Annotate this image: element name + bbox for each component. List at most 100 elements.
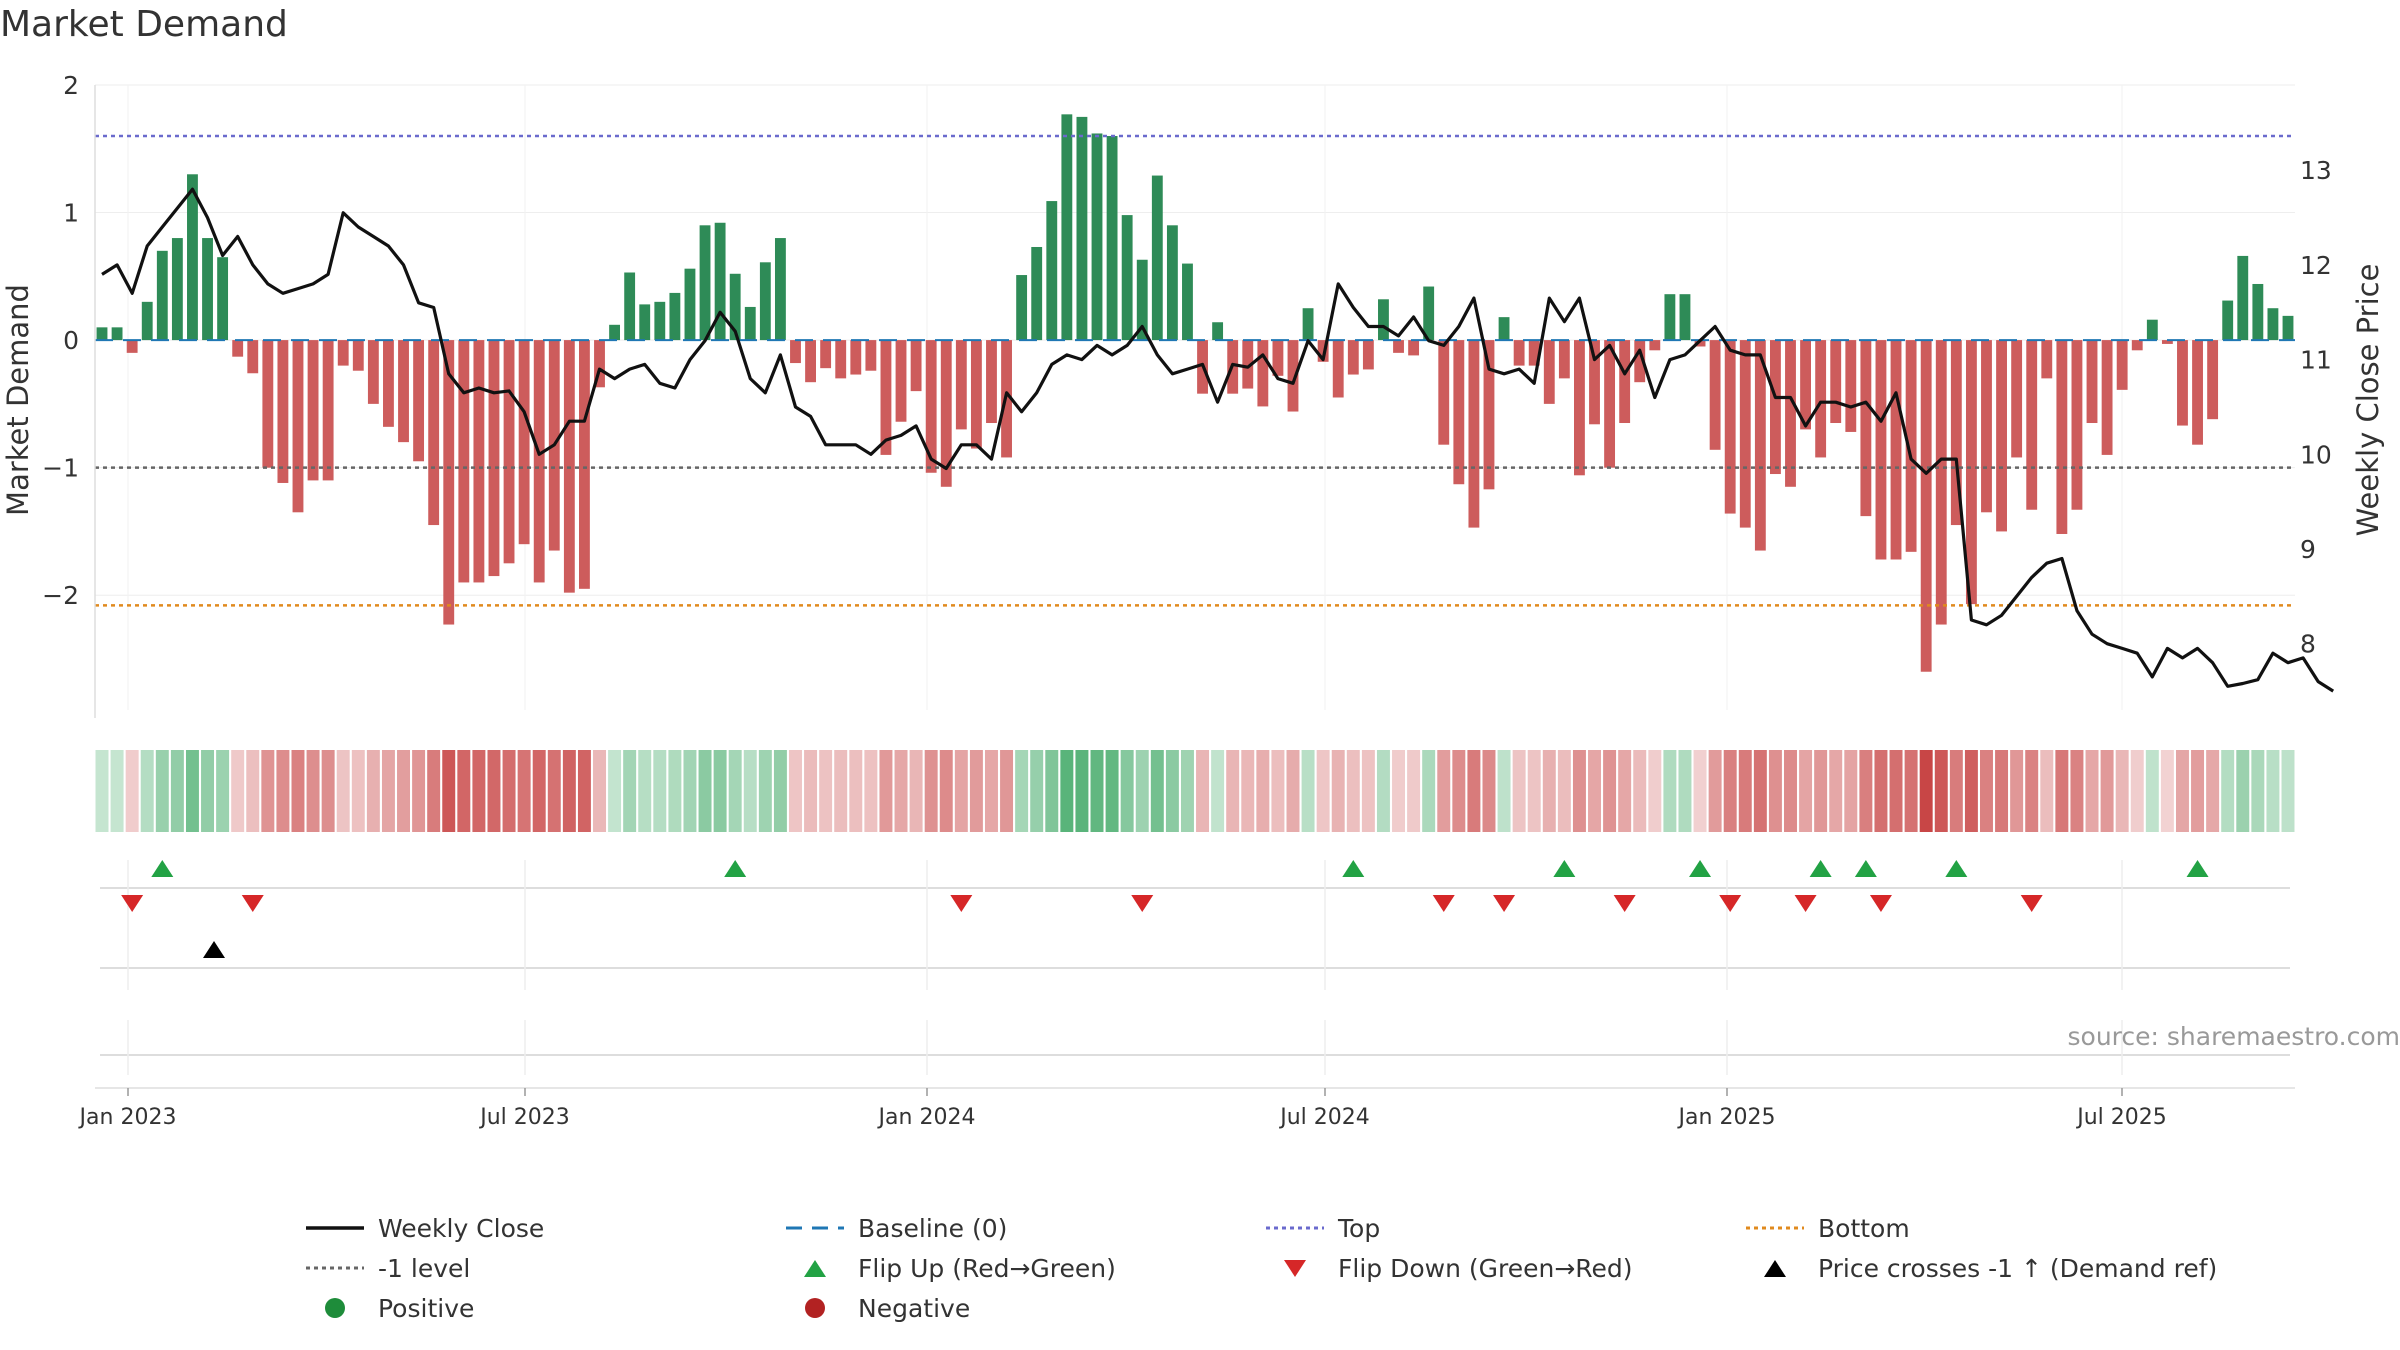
positive-bar bbox=[1378, 299, 1389, 341]
negative-bar bbox=[850, 340, 862, 375]
negative-bar bbox=[1724, 340, 1736, 514]
negative-bar bbox=[428, 340, 440, 526]
heat-cell bbox=[1859, 750, 1873, 832]
heat-cell bbox=[984, 750, 998, 832]
heat-cell bbox=[170, 750, 184, 832]
heat-cell bbox=[201, 750, 215, 832]
heat-cell bbox=[1301, 750, 1315, 832]
heat-cell bbox=[2281, 750, 2295, 832]
negative-bar bbox=[1332, 340, 1344, 398]
negative-bar bbox=[1965, 340, 1977, 605]
flip-up-marker bbox=[724, 860, 747, 877]
legend-label: Bottom bbox=[1818, 1213, 1910, 1243]
negative-bar bbox=[413, 340, 425, 462]
legend-item: Flip Down (Green→Red) bbox=[1260, 1250, 1740, 1286]
negative-bar bbox=[1483, 340, 1495, 490]
flip-up-marker bbox=[151, 860, 174, 877]
negative-bar bbox=[1800, 340, 1811, 430]
heat-cell bbox=[864, 750, 878, 832]
heat-cell bbox=[1000, 750, 1014, 832]
negative-bar bbox=[518, 340, 530, 545]
heat-cell bbox=[1376, 750, 1390, 832]
positive-bar bbox=[187, 174, 198, 341]
positive-bar bbox=[1061, 114, 1073, 341]
heat-cell bbox=[894, 750, 908, 832]
heat-cell bbox=[1572, 750, 1586, 832]
negative-bar bbox=[352, 340, 364, 371]
negative-bar bbox=[443, 340, 455, 625]
right-tick-label: 10 bbox=[2300, 440, 2332, 469]
x-tick-label: Jan 2025 bbox=[1677, 1105, 1776, 1130]
heat-cell bbox=[1211, 750, 1225, 832]
heat-cell bbox=[2251, 750, 2265, 832]
negative-bar bbox=[1574, 340, 1585, 476]
negative-bar bbox=[1408, 340, 1420, 356]
negative-bar bbox=[1905, 340, 1917, 552]
heat-cell bbox=[306, 750, 320, 832]
heat-cell bbox=[1060, 750, 1074, 832]
positive-bar bbox=[1151, 175, 1163, 341]
positive-bar bbox=[654, 301, 666, 341]
negative-bar bbox=[473, 340, 485, 583]
legend: Weekly Close Baseline (0) Top Bottom -1 leve… bbox=[300, 1210, 2260, 1326]
heat-cell bbox=[487, 750, 501, 832]
heat-cell bbox=[1090, 750, 1104, 832]
right-axis-label: Weekly Close Price bbox=[2351, 264, 2385, 537]
legend-item: Baseline (0) bbox=[780, 1210, 1260, 1246]
heat-cell bbox=[291, 750, 305, 832]
negative-bar bbox=[1393, 340, 1404, 353]
flip-down-marker bbox=[1719, 895, 1742, 912]
negative-bar bbox=[1272, 340, 1284, 376]
heat-cell bbox=[1889, 750, 1903, 832]
heat-cell bbox=[1497, 750, 1511, 832]
negative-bar bbox=[1830, 340, 1842, 424]
negative-bar bbox=[1453, 340, 1465, 485]
negative-bar bbox=[910, 340, 922, 392]
negative-bar bbox=[925, 340, 937, 473]
heat-cell bbox=[276, 750, 290, 832]
heat-cell bbox=[562, 750, 576, 832]
legend-symbol bbox=[804, 1260, 826, 1277]
heat-cell bbox=[789, 750, 802, 832]
heat-cell bbox=[849, 750, 863, 832]
negative-bar bbox=[126, 340, 138, 353]
negative-bar bbox=[2026, 340, 2038, 510]
negative-bar bbox=[790, 340, 801, 364]
heat-cell bbox=[1768, 750, 1782, 832]
dot-swatch bbox=[325, 1298, 345, 1318]
legend-item: Price crosses -1 ↑ (Demand ref) bbox=[1740, 1250, 2260, 1286]
negative-bar bbox=[940, 340, 952, 487]
legend-label: Baseline (0) bbox=[858, 1213, 1008, 1243]
heat-cell bbox=[954, 750, 968, 832]
positive-bar bbox=[699, 225, 711, 341]
negative-bar bbox=[1649, 340, 1661, 351]
negative-bar bbox=[458, 340, 470, 583]
negative-bar bbox=[955, 340, 967, 430]
heat-cell bbox=[1829, 750, 1843, 832]
right-tick-label: 12 bbox=[2300, 251, 2332, 280]
left-tick-label: −1 bbox=[42, 454, 79, 483]
negative-bar bbox=[970, 340, 982, 449]
heat-cell bbox=[969, 750, 983, 832]
heat-cell bbox=[381, 750, 395, 832]
legend-label: Flip Down (Green→Red) bbox=[1338, 1253, 1633, 1283]
positive-bar bbox=[774, 238, 786, 341]
positive-bar bbox=[1016, 275, 1028, 341]
negative-bar bbox=[533, 340, 545, 583]
heat-cell bbox=[321, 750, 335, 832]
heat-cell bbox=[1708, 750, 1722, 832]
heat-cell bbox=[216, 750, 230, 832]
heat-cell bbox=[1904, 750, 1918, 832]
heat-cell bbox=[728, 750, 742, 832]
heat-cell bbox=[1949, 750, 1963, 832]
positive-bar bbox=[1106, 136, 1118, 341]
tri-up-swatch bbox=[1764, 1260, 1786, 1277]
negative-bar bbox=[1860, 340, 1872, 517]
heat-cell bbox=[683, 750, 697, 832]
tri-down-swatch bbox=[1284, 1260, 1306, 1277]
negative-bar bbox=[1875, 340, 1887, 560]
positive-bar bbox=[684, 268, 696, 341]
heat-cell bbox=[1392, 750, 1406, 832]
negative-bar bbox=[2131, 340, 2143, 351]
